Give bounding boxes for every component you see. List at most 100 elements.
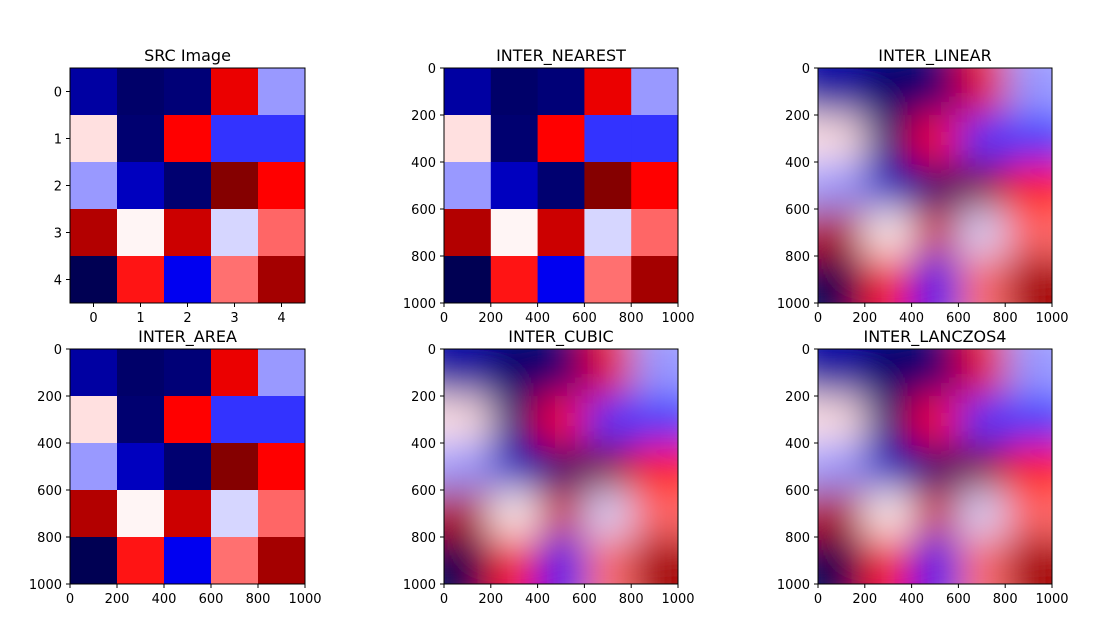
heatmap-cell — [490, 349, 539, 397]
y-tick-label: 800 — [785, 531, 810, 546]
heatmap-cell — [117, 162, 165, 210]
x-tick-label: 600 — [572, 311, 597, 326]
heatmap-cell — [958, 256, 1006, 303]
heatmap-cell — [958, 349, 1006, 397]
x-tick-label: 800 — [619, 592, 644, 607]
axis-ticks: 0 200 400 600 800 1000 0 200 400 600 800 1000 — [403, 62, 695, 326]
heatmap-cell — [490, 490, 539, 538]
x-tick-label: 0 — [89, 311, 97, 326]
cell-layer — [818, 349, 1052, 584]
heatmap-cell — [490, 162, 539, 210]
subplot-inter-area: INTER_AREA 0 200 400 600 800 1000 0 200 400 600 80… — [29, 327, 322, 607]
y-tick-label: 4 — [54, 274, 62, 289]
heatmap-cell — [1005, 256, 1052, 303]
heatmap-cell — [70, 443, 118, 491]
heatmap-cell — [584, 115, 632, 163]
y-tick-label: 400 — [785, 156, 810, 171]
heatmap-cell — [211, 209, 259, 257]
heatmap-cell — [70, 209, 118, 257]
heatmap-cell — [864, 443, 913, 491]
heatmap-cell — [537, 256, 585, 303]
heatmap-cell — [537, 162, 585, 210]
heatmap-cell — [164, 115, 212, 163]
axes-frame — [69, 348, 306, 585]
heatmap-cell — [631, 115, 678, 163]
heatmap-cell — [117, 115, 165, 163]
y-tick-label: 1000 — [403, 297, 436, 312]
heatmap-cell — [70, 162, 118, 210]
x-tick-label: 0 — [440, 592, 448, 607]
heatmap-cell — [631, 349, 678, 397]
heatmap-cell — [631, 68, 678, 116]
x-tick-label: 800 — [246, 592, 271, 607]
x-tick-label: 1000 — [661, 592, 694, 607]
heatmap-cell — [864, 256, 913, 303]
heatmap-cell — [258, 162, 305, 210]
y-tick-label: 400 — [411, 437, 436, 452]
heatmap-cell — [164, 162, 212, 210]
heatmap-cell — [958, 162, 1006, 210]
heatmap-cell — [164, 443, 212, 491]
heatmap-cell — [958, 209, 1006, 257]
x-tick-label: 200 — [478, 311, 503, 326]
heatmap-cell — [537, 68, 585, 116]
y-tick-label: 0 — [428, 343, 436, 358]
heatmap-cell — [631, 256, 678, 303]
heatmap-cell — [258, 68, 305, 116]
x-tick-label: 4 — [277, 311, 285, 326]
subplot-inter-cubic: INTER_CUBIC 0 200 400 600 800 1000 0 200 400 600 8… — [403, 327, 695, 607]
heatmap-cell — [911, 256, 959, 303]
cell-layer — [70, 349, 305, 584]
heatmap-cell — [444, 209, 492, 257]
x-tick-label: 600 — [199, 592, 224, 607]
heatmap-cell — [584, 162, 632, 210]
y-tick-label: 200 — [37, 390, 62, 405]
heatmap-cell — [70, 396, 118, 444]
cell-layer — [444, 349, 678, 584]
heatmap-cell — [490, 68, 539, 116]
heatmap-cell — [864, 115, 913, 163]
heatmap-cell — [911, 490, 959, 538]
heatmap-cell — [164, 349, 212, 397]
x-tick-label: 1 — [136, 311, 144, 326]
heatmap-cell — [211, 396, 259, 444]
heatmap-cell — [631, 490, 678, 538]
heatmap-cell — [117, 490, 165, 538]
x-tick-label: 800 — [993, 311, 1018, 326]
heatmap-cell — [70, 256, 118, 303]
y-tick-label: 400 — [785, 437, 810, 452]
axes-frame — [817, 348, 1053, 585]
heatmap-cell — [164, 537, 212, 584]
subplot-title: INTER_LANCZOS4 — [864, 327, 1007, 347]
y-tick-label: 800 — [37, 531, 62, 546]
subplot-title: INTER_AREA — [138, 327, 237, 347]
heatmap-cell — [258, 537, 305, 584]
heatmap-cell — [584, 537, 632, 584]
heatmap-cell — [70, 68, 118, 116]
heatmap-cell — [1005, 349, 1052, 397]
heatmap-cell — [490, 115, 539, 163]
y-tick-label: 200 — [411, 109, 436, 124]
subplot-title: SRC Image — [144, 46, 231, 65]
heatmap-cell — [537, 396, 585, 444]
y-tick-label: 0 — [428, 62, 436, 77]
y-tick-label: 400 — [411, 156, 436, 171]
heatmap-cell — [211, 443, 259, 491]
heatmap-cell — [164, 68, 212, 116]
heatmap-cell — [258, 396, 305, 444]
heatmap-cell — [490, 209, 539, 257]
y-tick-label: 800 — [411, 250, 436, 265]
heatmap-cell — [444, 349, 492, 397]
heatmap-cell — [117, 256, 165, 303]
heatmap-cell — [444, 162, 492, 210]
heatmap-cell — [864, 68, 913, 116]
heatmap-cell — [258, 443, 305, 491]
y-tick-label: 1000 — [777, 578, 810, 593]
x-tick-label: 0 — [440, 311, 448, 326]
heatmap-cell — [70, 537, 118, 584]
heatmap-cell — [911, 349, 959, 397]
axes-frame — [443, 348, 679, 585]
y-tick-label: 800 — [411, 531, 436, 546]
heatmap-cell — [818, 490, 866, 538]
heatmap-cell — [444, 537, 492, 584]
